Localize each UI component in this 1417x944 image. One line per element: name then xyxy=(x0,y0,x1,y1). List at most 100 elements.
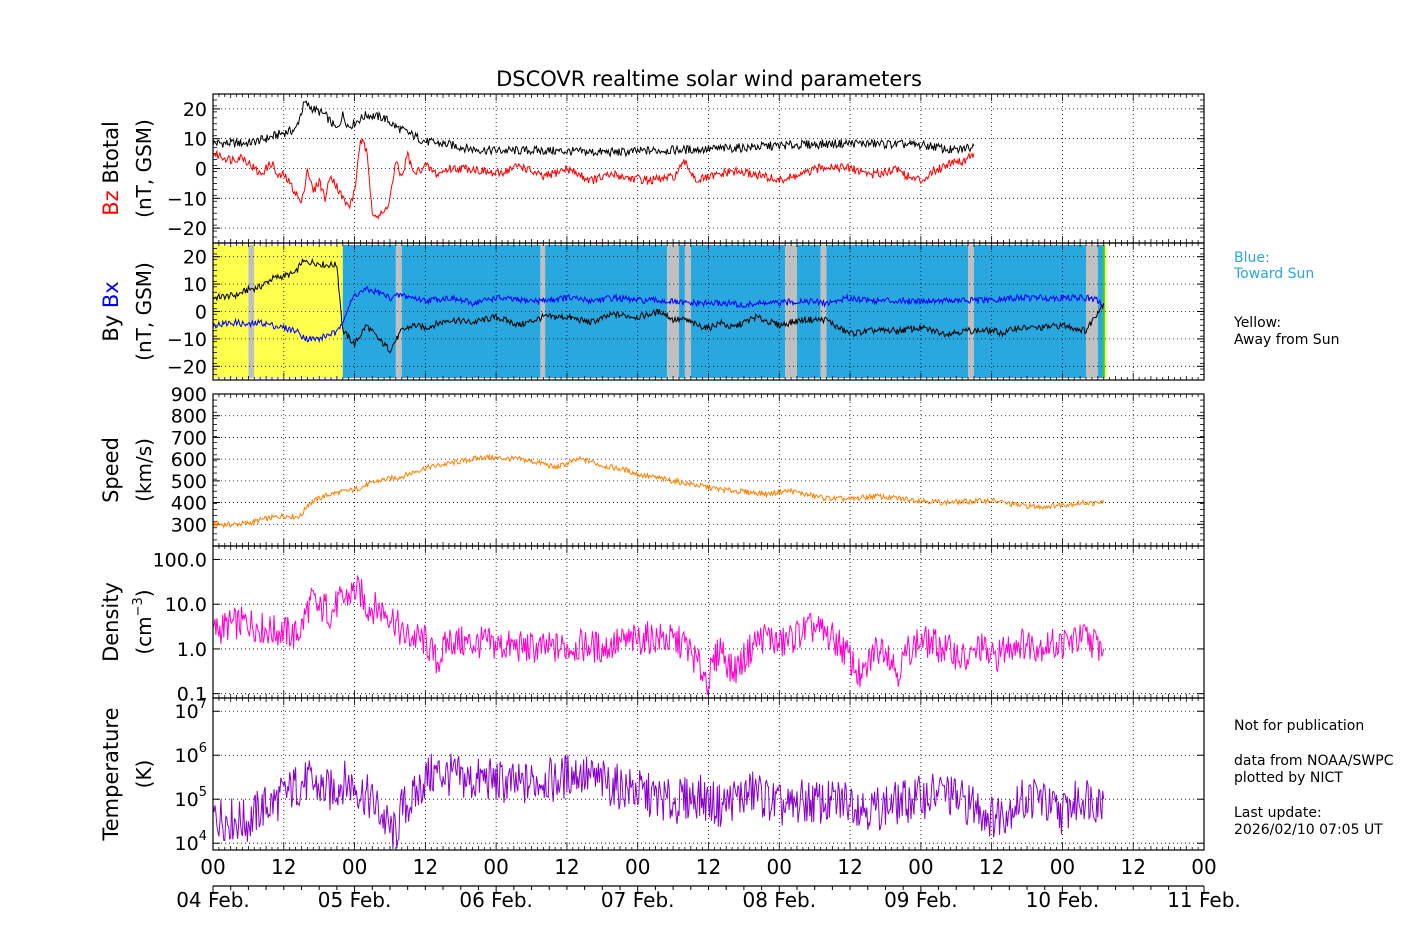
band-gap-14 xyxy=(820,245,827,378)
y-axis-label-btotal: Btotal xyxy=(99,121,123,190)
band-green-20 xyxy=(1102,245,1105,378)
x-axis: 00 12 00 12 00 12 00 12 00 12 00 12 00 12 00 04 Feb. 05 … xyxy=(176,855,1241,912)
band-toward-5 xyxy=(401,245,541,378)
y-axis-units: (K) xyxy=(132,760,156,789)
not-for-publication: Not for publication xyxy=(1234,718,1364,734)
x-hour-label: 00 xyxy=(625,855,650,879)
panel-magnetic-field: 20 10 0 −10 −20 Bz Btotal (nT, GSM) xyxy=(99,93,1205,244)
series-density xyxy=(212,574,1105,695)
panel-frame xyxy=(212,697,1205,851)
y-tick-label: −20 xyxy=(167,218,207,240)
y-axis-label: Temperature xyxy=(99,707,123,841)
legend-yellow-label: Yellow: xyxy=(1233,315,1281,331)
y-axis-label-bx: Bx xyxy=(99,281,123,315)
x-hour-label: 12 xyxy=(1120,855,1145,879)
x-hour-label: 12 xyxy=(696,855,721,879)
x-hour-label: 12 xyxy=(979,855,1004,879)
x-date-label: 09 Feb. xyxy=(884,888,958,912)
series-btotal xyxy=(212,100,975,158)
x-date-label: 06 Feb. xyxy=(459,888,533,912)
y-tick-label: 600 xyxy=(171,449,207,471)
y-axis-label-bz: Bz xyxy=(99,190,123,215)
y-axis-units: (nT, GSM) xyxy=(132,119,156,218)
x-date-label: 08 Feb. xyxy=(742,888,816,912)
y-tick-label: −10 xyxy=(167,188,207,210)
y-tick-label: 10 xyxy=(183,274,207,296)
x-date-label: 05 Feb. xyxy=(318,888,392,912)
y-tick-label: 10.0 xyxy=(165,594,207,616)
legend-blue-label: Blue: xyxy=(1234,250,1270,266)
x-date-label: 11 Feb. xyxy=(1167,888,1241,912)
series-temperature xyxy=(212,753,1105,850)
x-hour-label: 00 xyxy=(908,855,933,879)
y-tick-label: 1.0 xyxy=(177,639,207,661)
band-gap-6 xyxy=(540,245,546,378)
x-hour-label: 00 xyxy=(483,855,508,879)
data-source: data from NOAA/SWPC xyxy=(1234,753,1394,769)
series-bz xyxy=(212,138,975,220)
y-tick-label: 700 xyxy=(171,427,207,449)
grid xyxy=(213,243,1204,380)
band-gap-4 xyxy=(395,245,402,378)
band-gap-16 xyxy=(968,245,974,378)
y-tick-label: 10 xyxy=(183,129,207,151)
y-tick-label: 104 xyxy=(175,829,207,855)
panels-layer: 20 10 0 −10 −20 Bz Btotal (nT, GSM) 20 10 0 −10 −20… xyxy=(99,93,1205,855)
y-tick-label: 300 xyxy=(171,514,207,536)
y-tick-label: 105 xyxy=(175,785,207,811)
last-update-time: 2026/02/10 07:05 UT xyxy=(1234,822,1383,838)
x-hour-label: 00 xyxy=(767,855,792,879)
grid xyxy=(213,698,1204,850)
panel-frame xyxy=(212,242,1205,381)
x-hour-label: 12 xyxy=(554,855,579,879)
x-hour-label: 12 xyxy=(271,855,296,879)
y-axis-units: (cm−3) xyxy=(131,589,156,654)
x-hour-label: 12 xyxy=(837,855,862,879)
y-tick-label: 106 xyxy=(175,741,207,767)
y-axis-label: Density xyxy=(99,582,123,662)
legend-yellow-desc: Away from Sun xyxy=(1234,332,1339,348)
y-tick-label: 20 xyxy=(183,99,207,121)
y-axis-units: (nT, GSM) xyxy=(132,262,156,361)
grid xyxy=(213,546,1204,698)
x-hour-label: 12 xyxy=(413,855,438,879)
y-tick-label: 800 xyxy=(171,406,207,428)
x-hour-label: 00 xyxy=(1050,855,1075,879)
band-gap-12 xyxy=(785,245,797,378)
band-gap-1 xyxy=(248,245,255,378)
panel-density: 100.0 10.0 1.0 0.1 Density (cm−3) xyxy=(99,545,1205,706)
y-tick-label: −10 xyxy=(167,329,207,351)
band-gap-18 xyxy=(1086,245,1098,378)
y-tick-label: 0 xyxy=(195,302,207,324)
y-tick-label: 500 xyxy=(171,471,207,493)
x-date-label: 04 Feb. xyxy=(176,888,250,912)
legend-blue-desc: Toward Sun xyxy=(1233,266,1314,282)
last-update-label: Last update: xyxy=(1234,805,1322,821)
band-toward-7 xyxy=(545,245,668,378)
grid xyxy=(213,94,1204,243)
y-tick-label: 400 xyxy=(171,493,207,515)
chart-title: DSCOVR realtime solar wind parameters xyxy=(496,67,922,91)
y-tick-label: 900 xyxy=(171,384,207,406)
y-axis-label-by: By xyxy=(99,315,123,342)
x-hour-label: 00 xyxy=(1191,855,1216,879)
series-speed xyxy=(212,453,1105,529)
panel-temperature: 104 105 106 107 Temperature (K) xyxy=(99,697,1205,855)
y-axis-label: Speed xyxy=(99,437,123,503)
grid xyxy=(213,393,1204,546)
y-axis-units: (km/s) xyxy=(132,438,156,502)
band-gap-10 xyxy=(684,245,691,378)
x-hour-label: 00 xyxy=(342,855,367,879)
side-notes: Blue: Toward Sun Yellow: Away from Sun N… xyxy=(1233,250,1394,838)
x-date-label: 07 Feb. xyxy=(601,888,675,912)
plotted-by: plotted by NICT xyxy=(1234,770,1343,786)
series-bx xyxy=(212,285,1104,344)
band-toward-19 xyxy=(1097,245,1103,378)
y-axis-label: Bz Btotal xyxy=(99,121,123,216)
y-tick-label: −20 xyxy=(167,356,207,378)
band-toward-13 xyxy=(796,245,821,378)
y-tick-label: 20 xyxy=(183,247,207,269)
panel-by-bx: 20 10 0 −10 −20 By Bx (nT, GSM) xyxy=(99,242,1205,381)
